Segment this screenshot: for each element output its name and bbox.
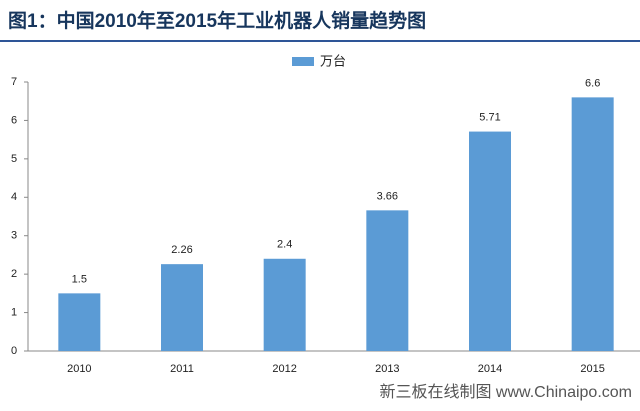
x-tick-label: 2014: [478, 363, 502, 375]
y-tick-label: 5: [11, 153, 17, 165]
data-label: 5.71: [479, 111, 500, 123]
data-label: 2.26: [171, 244, 192, 256]
y-tick-label: 2: [11, 268, 17, 280]
x-tick-label: 2013: [375, 363, 399, 375]
bar: [366, 210, 409, 351]
y-tick-label: 1: [11, 306, 17, 318]
data-label: 1.5: [72, 273, 87, 285]
x-tick-label: 2010: [67, 363, 91, 375]
bar: [571, 97, 614, 351]
x-tick-label: 2011: [170, 363, 194, 375]
source-note: 新三板在线制图 www.Chinaipo.com: [379, 383, 632, 401]
chart-title: 图1：中国2010年至2015年工业机器人销量趋势图: [8, 9, 426, 32]
data-label: 3.66: [377, 190, 398, 202]
y-tick-label: 4: [11, 191, 17, 203]
legend-swatch: [292, 57, 314, 66]
bar: [263, 258, 306, 351]
y-tick-label: 6: [11, 114, 17, 126]
legend-label: 万台: [320, 53, 346, 68]
x-tick-label: 2015: [580, 363, 604, 375]
y-tick-label: 0: [11, 345, 17, 357]
data-label: 2.4: [277, 239, 292, 251]
x-tick-label: 2012: [272, 363, 296, 375]
y-tick-label: 3: [11, 230, 17, 242]
bar: [58, 293, 101, 351]
data-label: 6.6: [585, 77, 600, 89]
bar: [161, 264, 203, 351]
y-tick-label: 7: [11, 76, 17, 88]
bar: [469, 131, 511, 351]
